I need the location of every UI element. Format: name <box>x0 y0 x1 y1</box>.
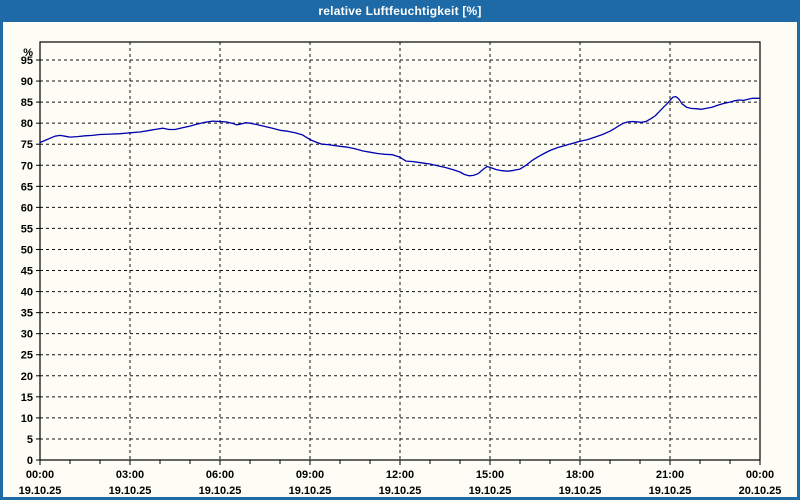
y-tick-label: 45 <box>21 266 33 278</box>
x-tick-date-label: 19.10.25 <box>649 485 692 497</box>
y-tick-label: 0 <box>27 455 33 467</box>
x-tick-date-label: 19.10.25 <box>109 485 152 497</box>
y-tick-label: 35 <box>21 308 33 320</box>
x-tick-time-label: 21:00 <box>656 469 684 481</box>
y-tick-label: 65 <box>21 181 33 193</box>
x-tick-time-label: 12:00 <box>386 469 414 481</box>
y-tick-label: 55 <box>21 223 33 235</box>
y-tick-label: 80 <box>21 118 33 130</box>
y-tick-label: 25 <box>21 350 33 362</box>
y-tick-label: 5 <box>27 434 33 446</box>
x-tick-time-label: 09:00 <box>296 469 324 481</box>
humidity-line-chart: 0 5 10 15 20 25 30 35 40 45 50 55 60 65 70 75 80 85 90 95% 0… <box>19 41 782 497</box>
y-tick-label: 90 <box>21 76 33 88</box>
x-tick-date-label: 19.10.25 <box>19 485 62 497</box>
x-tick-time-label: 00:00 <box>26 469 54 481</box>
y-tick-label: 60 <box>21 202 33 214</box>
y-axis-unit-label: % <box>23 47 33 59</box>
y-tick-label: 20 <box>21 371 33 383</box>
x-tick-time-label: 15:00 <box>476 469 504 481</box>
chart-container: 0 5 10 15 20 25 30 35 40 45 50 55 60 65 70 75 80 85 90 95% 0… <box>3 22 797 497</box>
y-tick-label: 30 <box>21 329 33 341</box>
x-tick-date-label: 19.10.25 <box>469 485 512 497</box>
x-tick-time-label: 03:00 <box>116 469 144 481</box>
humidity-series-line <box>39 95 761 177</box>
x-tick-time-label: 00:00 <box>746 469 774 481</box>
y-tick-label: 95 <box>21 55 33 67</box>
y-tick-label: 40 <box>21 287 33 299</box>
x-tick-date-label: 19.10.25 <box>199 485 242 497</box>
x-tick-date-label: 19.10.25 <box>289 485 332 497</box>
x-tick-date-label: 19.10.25 <box>559 485 602 497</box>
x-tick-date-label: 19.10.25 <box>379 485 422 497</box>
window-title: relative Luftfeuchtigkeit [%] <box>318 4 482 18</box>
window-titlebar[interactable]: relative Luftfeuchtigkeit [%] <box>0 0 800 22</box>
x-tick-date-label: 20.10.25 <box>739 485 782 497</box>
x-tick-time-label: 06:00 <box>206 469 234 481</box>
x-tick-time-label: 18:00 <box>566 469 594 481</box>
y-tick-label: 15 <box>21 392 33 404</box>
y-tick-label: 75 <box>21 139 33 151</box>
y-tick-label: 85 <box>21 97 33 109</box>
y-tick-label: 10 <box>21 413 33 425</box>
y-tick-label: 50 <box>21 244 33 256</box>
y-tick-label: 70 <box>21 160 33 172</box>
